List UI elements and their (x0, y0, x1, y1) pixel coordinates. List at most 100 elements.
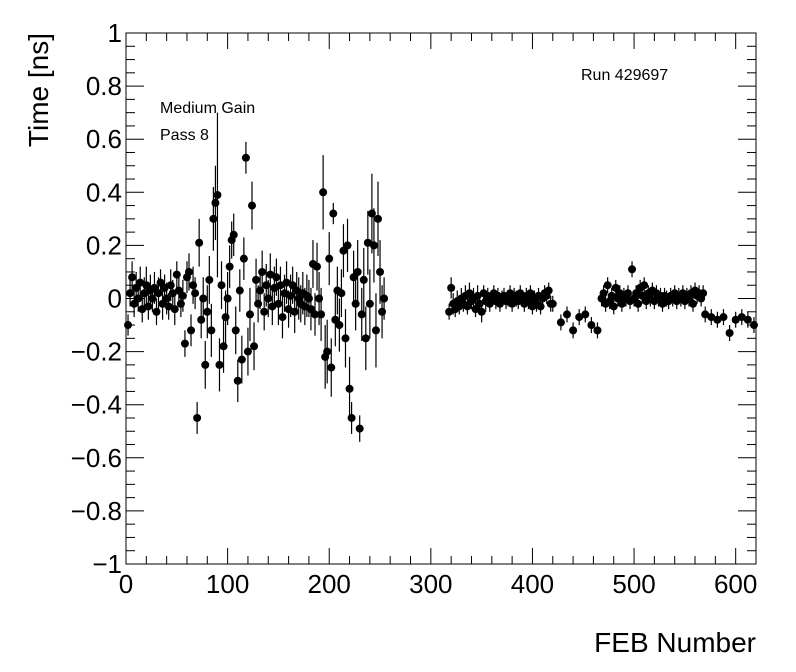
data-point (185, 267, 193, 276)
data-point (201, 360, 210, 369)
x-tick-label: 500 (612, 569, 655, 599)
data-point (203, 307, 212, 316)
y-tick-label: 0 (108, 284, 122, 314)
data-point (623, 289, 632, 298)
data-point (136, 278, 145, 287)
data-point (304, 294, 313, 303)
data-point (749, 321, 758, 330)
data-point (536, 302, 545, 311)
data-point (243, 347, 252, 356)
x-tick-label: 200 (308, 569, 351, 599)
data-point (325, 254, 334, 263)
data-point (264, 294, 273, 303)
x-tick-label: 400 (511, 569, 554, 599)
data-point (355, 424, 364, 433)
data-point (187, 326, 196, 335)
data-point (713, 315, 722, 324)
data-point (319, 188, 328, 197)
data-point (126, 289, 135, 298)
data-point (367, 209, 376, 218)
data-point (229, 230, 238, 239)
data-point (166, 281, 175, 290)
data-point (341, 334, 350, 343)
y-tick-label: −0.6 (71, 443, 122, 473)
y-tick-label: 0.2 (86, 230, 122, 260)
data-point (252, 275, 261, 284)
data-point (266, 270, 275, 279)
data-point (315, 294, 324, 303)
data-point (374, 214, 382, 223)
data-point (180, 339, 189, 348)
data-point (689, 299, 697, 308)
data-point (237, 355, 246, 364)
data-point (286, 291, 295, 300)
y-tick-label: −0.8 (71, 496, 122, 526)
data-point (445, 307, 454, 316)
data-point (197, 315, 206, 324)
data-point (217, 281, 226, 290)
data-point (563, 310, 571, 319)
data-point (260, 307, 269, 316)
data-point (581, 310, 590, 319)
data-point (195, 238, 204, 247)
data-point (170, 305, 179, 314)
data-point (345, 384, 354, 393)
data-point (258, 267, 267, 276)
data-point (144, 302, 153, 311)
data-point (609, 302, 618, 311)
data-point (365, 299, 374, 308)
data-point (245, 310, 254, 319)
data-point (363, 238, 372, 247)
data-point (250, 342, 259, 351)
x-tick-label: 300 (409, 569, 452, 599)
data-point (707, 313, 716, 322)
data-point (213, 190, 222, 199)
data-point (290, 307, 299, 316)
data-point (327, 363, 336, 372)
data-point (743, 315, 752, 324)
y-tick-labels: −1 −0.8 −0.6 −0.4 −0.2 0 0.2 0.4 0.6 0.8 1 (71, 18, 122, 579)
x-tick-label: 0 (119, 569, 133, 599)
data-point (134, 294, 143, 303)
data-point (477, 307, 486, 316)
data-point (347, 413, 356, 422)
data-point (219, 342, 228, 351)
data-point (191, 289, 200, 298)
data-point (335, 321, 344, 330)
data-point (248, 201, 256, 210)
data-point (556, 318, 565, 327)
data-point (603, 281, 612, 290)
data-point (189, 281, 198, 290)
x-tick-label: 600 (714, 569, 757, 599)
data-point (207, 326, 216, 335)
data-point (256, 286, 265, 295)
data-point (225, 262, 234, 271)
data-point (162, 294, 171, 303)
data-point (172, 270, 181, 279)
data-point (154, 289, 163, 298)
data-point (323, 347, 332, 356)
y-tick-label: 1 (108, 18, 122, 48)
data-point (380, 294, 389, 303)
data-point (731, 315, 740, 324)
data-point (725, 329, 734, 338)
data-point (343, 241, 352, 250)
data-point (205, 275, 214, 284)
data-point (628, 265, 637, 274)
data-point (221, 313, 230, 322)
axis-ticks (125, 32, 757, 565)
data-point (124, 321, 133, 330)
data-point (369, 241, 378, 250)
data-point (223, 294, 232, 303)
data-point (361, 334, 370, 343)
x-tick-label: 100 (206, 569, 249, 599)
data-point (353, 267, 362, 276)
y-tick-label: −0.2 (71, 337, 122, 367)
data-point (378, 307, 387, 316)
data-point (278, 313, 287, 322)
data-point (337, 289, 346, 298)
data-point (357, 310, 366, 319)
data-point (254, 299, 263, 308)
data-point (593, 326, 602, 335)
y-axis-title: Time [ns] (23, 33, 54, 147)
